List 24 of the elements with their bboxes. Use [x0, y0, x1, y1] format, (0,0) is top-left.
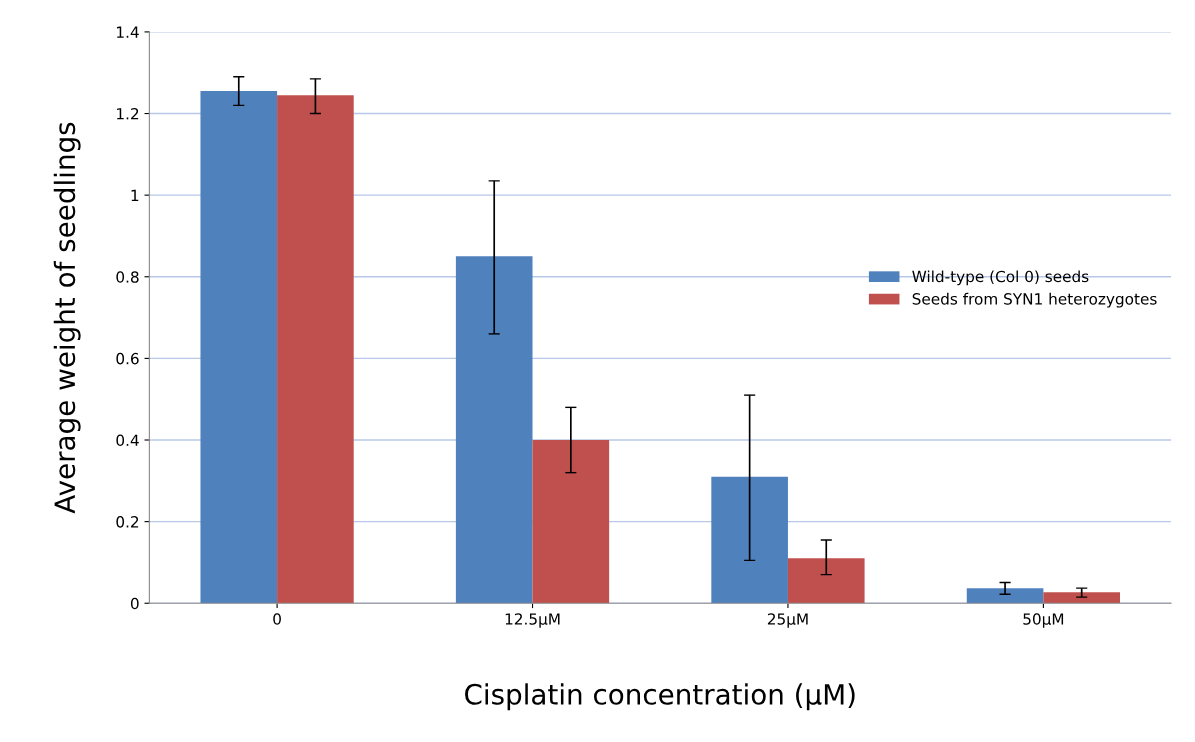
y-tick-label: 0.4	[116, 434, 139, 447]
y-tick-label: 0.6	[116, 352, 139, 365]
bar	[966, 588, 1044, 604]
x-tick-label: 50µM	[1023, 613, 1064, 628]
y-axis-title: Average weight of seedlings	[53, 122, 81, 514]
x-axis-title: Cisplatin concentration (µM)	[465, 683, 855, 711]
x-tick-label: 25µM	[767, 613, 808, 628]
y-tick-label: 1.4	[117, 26, 139, 38]
y-tick-label: 1.2	[117, 107, 139, 120]
bar	[787, 558, 865, 604]
bar	[200, 91, 278, 604]
legend-label: Seeds from SYN1 heterozygotes	[912, 292, 1157, 308]
bar	[455, 256, 533, 604]
legend-label: Wild-type (Col 0) seeds	[912, 270, 1089, 286]
bar	[532, 440, 610, 604]
bar	[1043, 592, 1121, 604]
y-tick-label: 0	[130, 597, 139, 610]
x-tick-label: 0	[273, 613, 281, 625]
bar	[711, 476, 788, 604]
y-tick-label: 0.8	[116, 271, 139, 283]
y-tick-label: 1	[131, 189, 139, 201]
y-tick-label: 0.2	[116, 516, 139, 528]
bar	[277, 95, 354, 604]
x-tick-label: 12.5µM	[505, 613, 560, 628]
